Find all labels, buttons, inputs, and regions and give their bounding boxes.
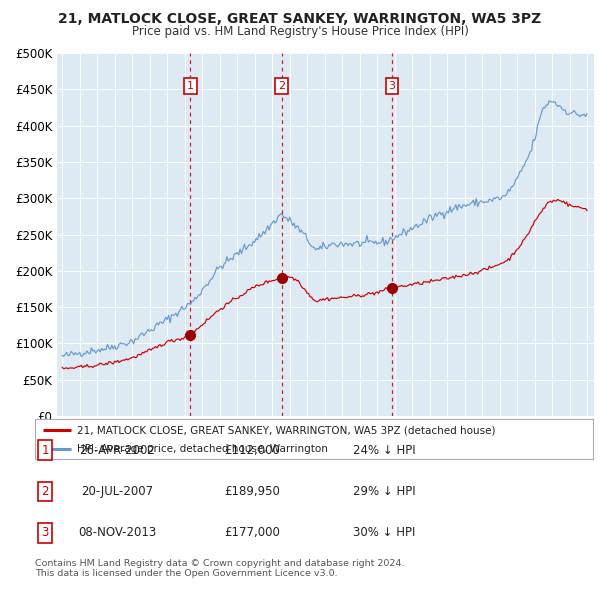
Text: 08-NOV-2013: 08-NOV-2013 [78,526,156,539]
Text: 3: 3 [389,81,395,91]
Text: 26-APR-2002: 26-APR-2002 [79,444,155,457]
Text: 1: 1 [41,444,49,457]
Text: Contains HM Land Registry data © Crown copyright and database right 2024.
This d: Contains HM Land Registry data © Crown c… [35,559,404,578]
Text: Price paid vs. HM Land Registry's House Price Index (HPI): Price paid vs. HM Land Registry's House … [131,25,469,38]
Text: 3: 3 [41,526,49,539]
Text: 24% ↓ HPI: 24% ↓ HPI [353,444,415,457]
Text: £112,000: £112,000 [224,444,280,457]
Text: 2: 2 [278,81,286,91]
Text: 20-JUL-2007: 20-JUL-2007 [81,485,153,498]
Text: 30% ↓ HPI: 30% ↓ HPI [353,526,415,539]
Text: 21, MATLOCK CLOSE, GREAT SANKEY, WARRINGTON, WA5 3PZ: 21, MATLOCK CLOSE, GREAT SANKEY, WARRING… [58,12,542,26]
Text: 29% ↓ HPI: 29% ↓ HPI [353,485,415,498]
Text: 21, MATLOCK CLOSE, GREAT SANKEY, WARRINGTON, WA5 3PZ (detached house): 21, MATLOCK CLOSE, GREAT SANKEY, WARRING… [77,425,495,435]
Text: HPI: Average price, detached house, Warrington: HPI: Average price, detached house, Warr… [77,444,328,454]
Text: 2: 2 [41,485,49,498]
Text: £177,000: £177,000 [224,526,280,539]
Text: 1: 1 [187,81,194,91]
Text: £189,950: £189,950 [224,485,280,498]
